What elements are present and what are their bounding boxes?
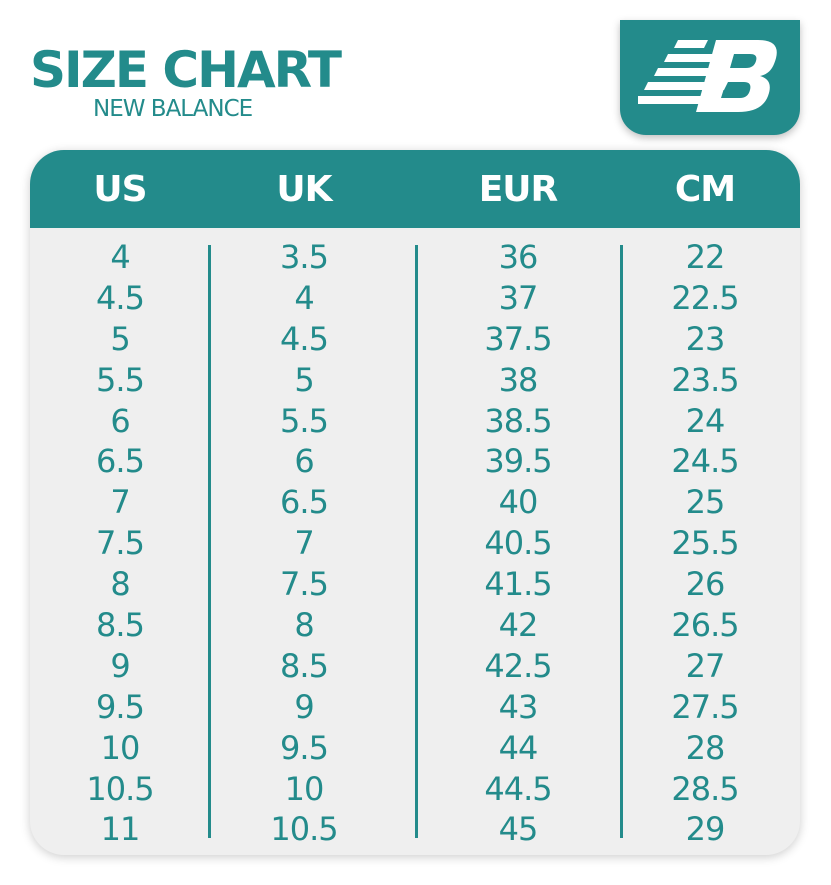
cm-size-cell: 22.5 [671,278,739,317]
us-size-cell: 10.5 [86,769,154,808]
us-size-cell: 6.5 [96,442,145,481]
us-size-cell: 9.5 [96,687,145,726]
us-size-cell: 8 [110,565,130,604]
eur-size-cell: 44 [498,728,539,767]
us-size-cell: 5 [110,319,130,358]
eur-size-cell: 38.5 [484,401,552,440]
column-header-uk: UK [276,169,332,210]
us-column: 4 4.5 5 5.5 6 6.5 7 7.5 8 8.5 9 9.5 10 10.5 11 [30,237,220,850]
eur-size-cell: 40 [498,483,539,522]
eur-size-cell: 36 [498,238,539,276]
eur-size-cell: 39.5 [484,442,552,481]
eur-size-cell: 37.5 [484,319,552,358]
table-header: US UK EUR CM [30,150,800,228]
column-header-cm: CM [674,169,736,210]
eur-size-cell: 44.5 [484,769,552,808]
uk-size-cell: 4 [294,278,314,317]
column-header-us: US [93,169,147,210]
cm-column: 22 22.5 23 23.5 24 24.5 25 25.5 26 26.5 27 27.5 28 28… [605,237,800,850]
us-size-cell: 7 [110,483,130,522]
eur-size-cell: 38 [498,360,539,399]
cm-size-cell: 28.5 [671,769,739,808]
cm-size-cell: 26.5 [671,606,739,645]
eur-size-cell: 43 [498,687,539,726]
uk-size-cell: 8 [294,606,314,645]
column-header-eur: EUR [478,169,559,210]
cm-size-cell: 27.5 [671,687,739,726]
uk-size-cell: 7 [294,524,314,563]
us-size-cell: 8.5 [96,606,145,645]
cm-size-cell: 22 [685,238,726,276]
new-balance-logo [620,20,800,135]
us-size-cell: 9 [110,646,130,685]
eur-size-cell: 42 [498,606,539,645]
us-size-cell: 5.5 [96,360,145,399]
uk-size-cell: 9.5 [280,728,329,767]
brand-subtitle: NEW BALANCE [93,96,253,122]
cm-size-cell: 25.5 [671,524,739,563]
eur-size-cell: 42.5 [484,646,552,685]
us-size-cell: 10 [100,728,141,767]
uk-size-cell: 3.5 [280,238,329,276]
column-divider [208,245,211,838]
cm-size-cell: 26 [685,565,726,604]
uk-size-cell: 10 [284,769,325,808]
column-divider [620,245,623,838]
uk-size-cell: 6.5 [280,483,329,522]
eur-size-cell: 45 [498,810,539,849]
us-size-cell: 7.5 [96,524,145,563]
uk-size-cell: 8.5 [280,646,329,685]
cm-size-cell: 24 [685,401,726,440]
eur-size-cell: 40.5 [484,524,552,563]
us-size-cell: 11 [100,810,141,849]
eur-size-cell: 41.5 [484,565,552,604]
us-size-cell: 4 [110,238,130,276]
nb-logo-icon [638,40,777,112]
column-divider [415,245,418,838]
page-title: SIZE CHART [30,41,342,99]
uk-size-cell: 9 [294,687,314,726]
cm-size-cell: 29 [685,810,726,849]
uk-size-cell: 5 [294,360,314,399]
cm-size-cell: 24.5 [671,442,739,481]
eur-column: 36 37 37.5 38 38.5 39.5 40 40.5 41.5 42 42.5 43 44 44… [418,237,618,850]
uk-size-cell: 7.5 [280,565,329,604]
cm-size-cell: 23.5 [671,360,739,399]
uk-size-cell: 4.5 [280,319,329,358]
cm-size-cell: 23 [685,319,726,358]
size-chart-table: US UK EUR CM 4 4.5 5 5.5 6 6.5 7 7.5 8 8.5 9 9.5 10 1… [30,150,800,855]
cm-size-cell: 28 [685,728,726,767]
uk-size-cell: 10.5 [270,810,338,849]
us-size-cell: 4.5 [96,278,145,317]
us-size-cell: 6 [110,401,130,440]
uk-size-cell: 5.5 [280,401,329,440]
eur-size-cell: 37 [498,278,539,317]
uk-column: 3.5 4 4.5 5 5.5 6 6.5 7 7.5 8 8.5 9 9.5 10 10.5 [204,237,404,850]
cm-size-cell: 25 [685,483,726,522]
uk-size-cell: 6 [294,442,314,481]
cm-size-cell: 27 [685,646,726,685]
